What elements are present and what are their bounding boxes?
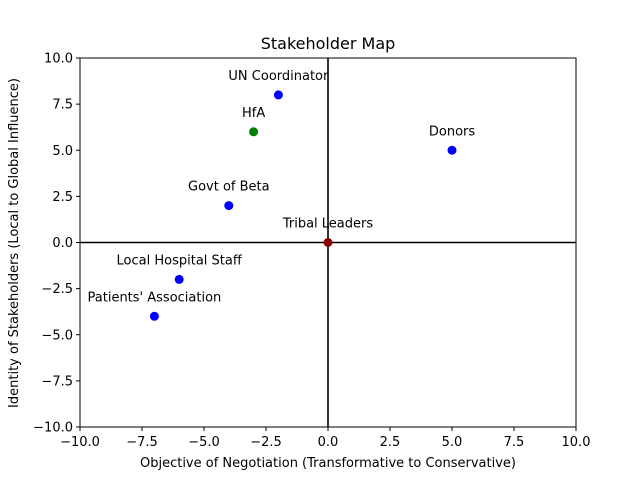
data-point-label: Govt of Beta (188, 180, 270, 195)
x-tick-label: 2.5 (380, 435, 401, 450)
y-tick-label: 7.5 (52, 98, 73, 113)
data-point (323, 238, 333, 247)
data-point (447, 145, 457, 155)
data-point-label: HfA (242, 106, 265, 121)
y-tick-label: 5.0 (52, 144, 73, 159)
x-tick-label: 7.5 (504, 435, 525, 450)
y-tick-label: −10.0 (33, 421, 73, 436)
data-point-label: UN Coordinator (228, 69, 329, 84)
y-tick-label: 0.0 (52, 236, 73, 251)
x-axis-label: Objective of Negotiation (Transformative… (140, 456, 516, 471)
plot-area: −10.0 −7.5 −5.0 −2.5 0.0 2.5 5.0 7.5 10.0 10.0 7.5… (33, 52, 590, 451)
x-tick-label: −7.5 (126, 435, 158, 450)
plot-frame (79, 57, 577, 428)
data-point-label: Patients' Association (88, 290, 222, 305)
y-axis-label: Identity of Stakeholders (Local to Globa… (7, 78, 22, 408)
data-point (249, 127, 259, 137)
data-point (149, 311, 159, 321)
data-point (224, 201, 234, 211)
x-tick-label: −5.0 (188, 435, 220, 450)
data-point-label: Local Hospital Staff (117, 253, 243, 268)
data-point-label: Tribal Leaders (282, 217, 374, 232)
data-point-label: Donors (429, 124, 476, 139)
x-tick-label: −2.5 (250, 435, 282, 450)
x-tick-label: 0.0 (318, 435, 339, 450)
data-point (174, 274, 184, 284)
chart-title: Stakeholder Map (261, 34, 396, 53)
y-tick-label: 2.5 (52, 190, 73, 205)
y-tick-label: −7.5 (41, 374, 73, 389)
data-point (273, 90, 283, 100)
y-tick-label: −5.0 (41, 328, 73, 343)
y-tick-label: 10.0 (44, 52, 73, 67)
x-tick-label: 5.0 (442, 435, 463, 450)
x-tick-label: −10.0 (60, 435, 100, 450)
x-tick-label: 10.0 (562, 435, 591, 450)
y-tick-label: −2.5 (41, 282, 73, 297)
